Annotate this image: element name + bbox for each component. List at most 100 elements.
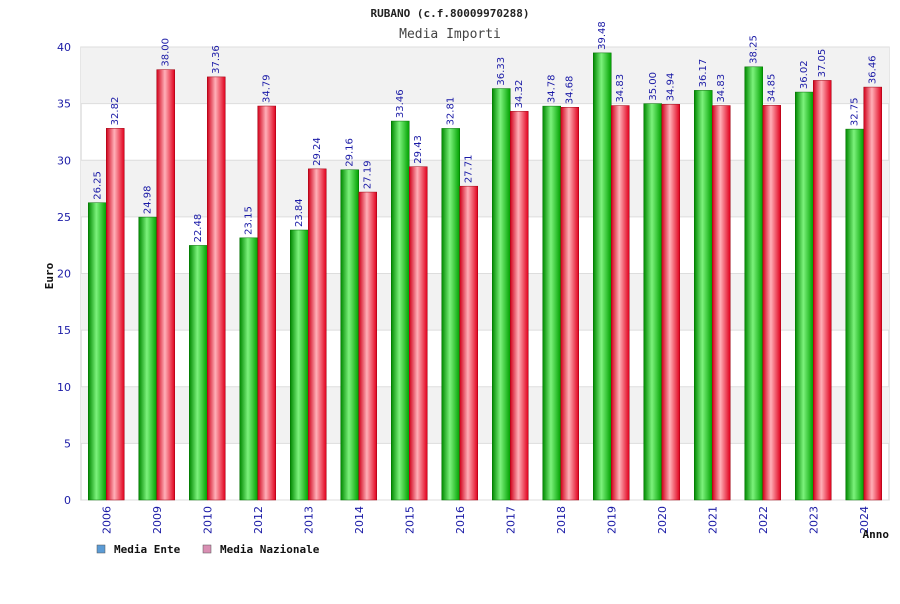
bar-value-label: 32.81 [446, 97, 457, 126]
y-tick-label: 20 [57, 268, 71, 281]
bar-media-ente [138, 216, 157, 501]
bar-value-label: 35.00 [648, 72, 659, 101]
x-tick-label: 2023 [807, 506, 820, 534]
bar-value-label: 36.46 [868, 55, 879, 84]
bar-value-label: 36.02 [799, 60, 810, 89]
bar-value-label: 34.68 [565, 76, 576, 105]
bar-value-label: 34.83 [615, 74, 626, 103]
chart-title: RUBANO (c.f.80009970288) [371, 7, 530, 20]
bar-media-ente [290, 229, 309, 501]
legend-swatch [202, 544, 212, 554]
bar-media-ente [189, 245, 208, 501]
bar-media-nazionale [813, 80, 832, 501]
bar-value-label: 37.05 [817, 49, 828, 78]
bar-value-label: 38.00 [161, 38, 172, 67]
bar-value-label: 22.48 [193, 214, 204, 243]
bar-value-label: 32.75 [850, 97, 861, 126]
x-tick-label: 2024 [858, 506, 871, 534]
bar-media-nazionale [762, 105, 781, 501]
bar-media-nazionale [560, 106, 579, 501]
bar-media-ente [542, 105, 561, 501]
x-tick-label: 2006 [100, 506, 113, 534]
y-tick-label: 35 [57, 98, 71, 111]
y-tick-label: 10 [57, 381, 71, 394]
bar-value-label: 37.36 [211, 45, 222, 74]
x-tick-label: 2012 [252, 506, 265, 534]
bar-value-label: 33.46 [395, 89, 406, 118]
bar-media-ente [492, 88, 511, 501]
bars-group: 26.25 32.82 24.98 38.00 22.48 37.36 23.15 34.79… [88, 21, 882, 501]
x-tick-label: 2018 [555, 506, 568, 534]
bar-value-label: 23.15 [244, 206, 255, 235]
x-tick-label: 2019 [605, 506, 618, 534]
y-tick-label: 40 [57, 41, 71, 54]
bar-media-ente [441, 128, 460, 501]
bar-media-ente [239, 237, 258, 501]
bar-media-ente [744, 66, 763, 501]
bar-media-nazionale [106, 128, 125, 501]
bar-media-nazionale [308, 168, 327, 501]
bar-media-ente [643, 103, 662, 501]
bar-value-label: 34.32 [514, 80, 525, 109]
bar-value-label: 34.94 [666, 73, 677, 102]
legend-label: Media Ente [114, 543, 181, 556]
x-tick-label: 2016 [454, 506, 467, 534]
x-tick-label: 2021 [706, 506, 719, 534]
bar-media-ente [795, 91, 814, 501]
bar-media-nazionale [661, 104, 680, 501]
x-tick-label: 2010 [201, 506, 214, 534]
y-axis-ticks: 0 5 10 15 20 25 30 35 40 [57, 41, 71, 507]
x-tick-label: 2013 [302, 506, 315, 534]
bar-media-ente [88, 202, 107, 501]
legend-label: Media Nazionale [220, 543, 320, 556]
bar-media-nazionale [510, 111, 529, 501]
x-tick-label: 2015 [403, 506, 416, 534]
bar-value-label: 29.16 [345, 138, 356, 167]
bar-media-ente [340, 169, 359, 501]
bar-value-label: 27.71 [464, 155, 475, 184]
bar-value-label: 29.43 [413, 135, 424, 164]
bar-media-ente [694, 90, 713, 501]
y-tick-label: 5 [64, 437, 71, 450]
x-axis-label: Anno [863, 528, 890, 541]
bar-media-nazionale [207, 76, 226, 501]
bar-media-nazionale [409, 166, 428, 501]
bar-media-nazionale [611, 105, 630, 501]
bar-value-label: 29.24 [312, 137, 323, 166]
bar-value-label: 27.19 [363, 160, 374, 189]
bar-value-label: 24.98 [143, 185, 154, 214]
bar-value-label: 39.48 [597, 21, 608, 50]
x-tick-label: 2014 [353, 506, 366, 534]
y-tick-label: 0 [64, 494, 71, 507]
x-tick-label: 2020 [656, 506, 669, 534]
bar-value-label: 34.78 [547, 74, 558, 103]
y-axis-label: Euro [43, 262, 56, 289]
legend: Media Ente Media Nazionale [96, 543, 320, 556]
bar-media-nazionale [156, 69, 175, 501]
bar-value-label: 38.25 [749, 35, 760, 64]
bar-value-label: 23.84 [294, 198, 305, 227]
x-tick-label: 2017 [504, 506, 517, 534]
x-tick-label: 2022 [757, 506, 770, 534]
y-tick-label: 15 [57, 324, 71, 337]
bar-media-ente [391, 120, 410, 501]
bar-value-label: 34.83 [716, 74, 727, 103]
bar-media-ente [845, 128, 864, 501]
bar-value-label: 34.85 [767, 74, 778, 103]
bar-media-nazionale [863, 86, 882, 501]
y-tick-label: 30 [57, 154, 71, 167]
bar-media-nazionale [459, 185, 478, 501]
bar-media-nazionale [712, 105, 731, 501]
bar-value-label: 36.33 [496, 57, 507, 86]
y-tick-label: 25 [57, 211, 71, 224]
x-axis-ticks: 2006 2009 2010 2012 2013 2014 2015 2016 2017 2018… [100, 506, 871, 534]
bar-value-label: 34.79 [262, 74, 273, 103]
bar-media-nazionale [358, 191, 377, 501]
bar-value-label: 36.17 [698, 59, 709, 88]
legend-swatch [96, 544, 106, 554]
bar-media-nazionale [257, 105, 276, 501]
bar-media-ente [593, 52, 612, 501]
bar-value-label: 26.25 [92, 171, 103, 200]
